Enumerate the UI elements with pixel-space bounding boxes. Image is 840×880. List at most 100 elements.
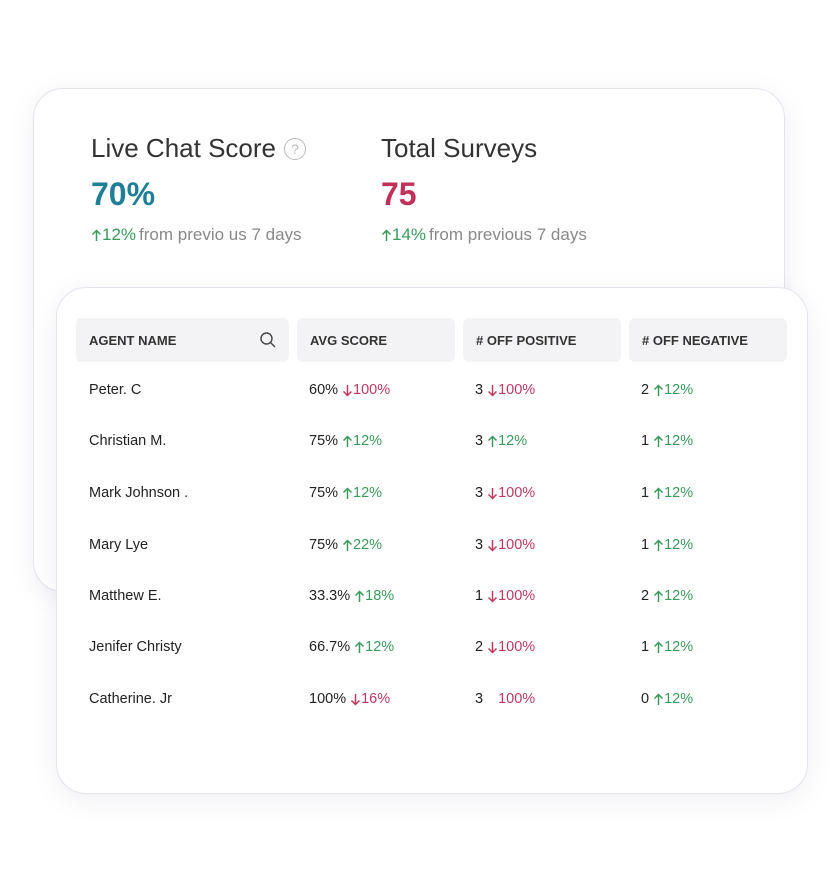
trend: 22%	[342, 537, 382, 553]
trend: 12%	[653, 382, 693, 398]
cell-value: 1	[475, 588, 484, 604]
cell-value: 75%	[309, 537, 339, 553]
stat-title-text: Total Surveys	[381, 133, 538, 163]
cell: 1 12%	[641, 485, 693, 501]
trend-arrow	[488, 487, 498, 500]
trend-arrow	[343, 384, 353, 397]
header-text: # OFF NEGATIVE	[642, 332, 748, 348]
cell-value: 1	[641, 537, 650, 553]
trend-arrow	[343, 486, 353, 499]
cell-value: 66.7%	[309, 639, 351, 655]
change: 16%	[361, 691, 391, 707]
trend: 12%	[653, 691, 693, 707]
change: 100%	[498, 691, 536, 707]
change: 12%	[664, 485, 694, 501]
change: 18%	[365, 588, 395, 604]
trend: 12%	[653, 485, 693, 501]
trend: 12%	[91, 225, 136, 245]
change: 12%	[102, 225, 137, 244]
note: from previous 7 days	[429, 225, 587, 244]
stat-value: 70%	[91, 176, 156, 212]
cell: 3 100%	[475, 691, 535, 707]
stat: Live Chat Score? 70% 12% from previo us 7 d…	[91, 133, 306, 245]
agent-name: Christian M.	[89, 433, 167, 449]
cell: 1 12%	[641, 639, 693, 655]
cell: 75% 22%	[309, 537, 382, 553]
trend-arrow	[488, 539, 498, 552]
stat: Total Surveys 75 14% from previous 7 days	[381, 133, 587, 245]
trend-arrow	[381, 228, 392, 241]
trend: 12%	[342, 433, 382, 449]
trend-arrow	[488, 590, 498, 603]
change: 12%	[365, 639, 395, 655]
cell-value: 2	[641, 382, 650, 398]
change: 12%	[664, 639, 694, 655]
cell-value: 100%	[309, 691, 347, 707]
cell: 75% 12%	[309, 433, 382, 449]
trend-arrow	[654, 383, 664, 396]
trend-arrow	[343, 434, 353, 447]
cell: 3 12%	[475, 433, 527, 449]
trend: 100%	[487, 691, 535, 707]
agent-name: Jenifer Christy	[89, 639, 182, 655]
cell-value: 60%	[309, 382, 339, 398]
cell-value: 3	[475, 691, 484, 707]
cell-value: 1	[641, 433, 650, 449]
cell-value: 2	[475, 639, 484, 655]
cell: 1 100%	[475, 588, 535, 604]
change: 12%	[664, 588, 694, 604]
stat-note: 14% from previous 7 days	[381, 225, 587, 245]
change: 12%	[664, 537, 694, 553]
agent-name: Matthew E.	[89, 588, 162, 604]
trend: 12%	[653, 639, 693, 655]
change: 12%	[664, 382, 694, 398]
column-header: # OFF POSITIVE	[463, 318, 621, 362]
change: 12%	[353, 485, 383, 501]
trend: 100%	[487, 639, 535, 655]
cell-value: 3	[475, 537, 484, 553]
change: 12%	[664, 433, 694, 449]
cell: 0 12%	[641, 691, 693, 707]
trend: 12%	[487, 433, 527, 449]
cell-value: 3	[475, 485, 484, 501]
header-text: # OFF POSITIVE	[476, 332, 577, 348]
change: 100%	[498, 382, 536, 398]
trend: 12%	[354, 639, 394, 655]
cell: 2 12%	[641, 588, 693, 604]
cell-value: 33.3%	[309, 588, 351, 604]
change: 22%	[353, 537, 383, 553]
cell: 1 12%	[641, 537, 693, 553]
trend-arrow	[487, 693, 498, 706]
cell-value: 0	[641, 691, 650, 707]
column-header: AGENT NAME	[76, 318, 289, 362]
trend-arrow	[488, 434, 498, 447]
trend: 12%	[342, 485, 382, 501]
trend-arrow	[654, 538, 664, 551]
change: 12%	[498, 433, 528, 449]
trend: 18%	[354, 588, 394, 604]
header-text: AGENT NAME	[89, 332, 177, 348]
cell: 2 12%	[641, 382, 693, 398]
trend-arrow	[343, 538, 353, 551]
trend: 100%	[342, 382, 390, 398]
agent-name: Catherine. Jr	[89, 691, 173, 707]
trend-arrow	[654, 640, 664, 653]
stat-note: 12% from previo us 7 days	[91, 225, 306, 245]
change: 100%	[353, 382, 391, 398]
change: 100%	[498, 485, 536, 501]
cell-value: 1	[641, 639, 650, 655]
cell: 2 100%	[475, 639, 535, 655]
cell: 75% 12%	[309, 485, 382, 501]
cell-value: 75%	[309, 485, 339, 501]
search-icon[interactable]	[259, 331, 277, 349]
trend: 100%	[487, 588, 535, 604]
cell: 3 100%	[475, 537, 535, 553]
cell: 60% 100%	[309, 382, 390, 398]
header-text: AVG SCORE	[310, 332, 388, 348]
change: 100%	[498, 588, 536, 604]
change: 100%	[498, 639, 536, 655]
help-icon[interactable]: ?	[283, 137, 306, 160]
agent-name: Peter. C	[89, 382, 142, 398]
cell-value: 75%	[309, 433, 339, 449]
